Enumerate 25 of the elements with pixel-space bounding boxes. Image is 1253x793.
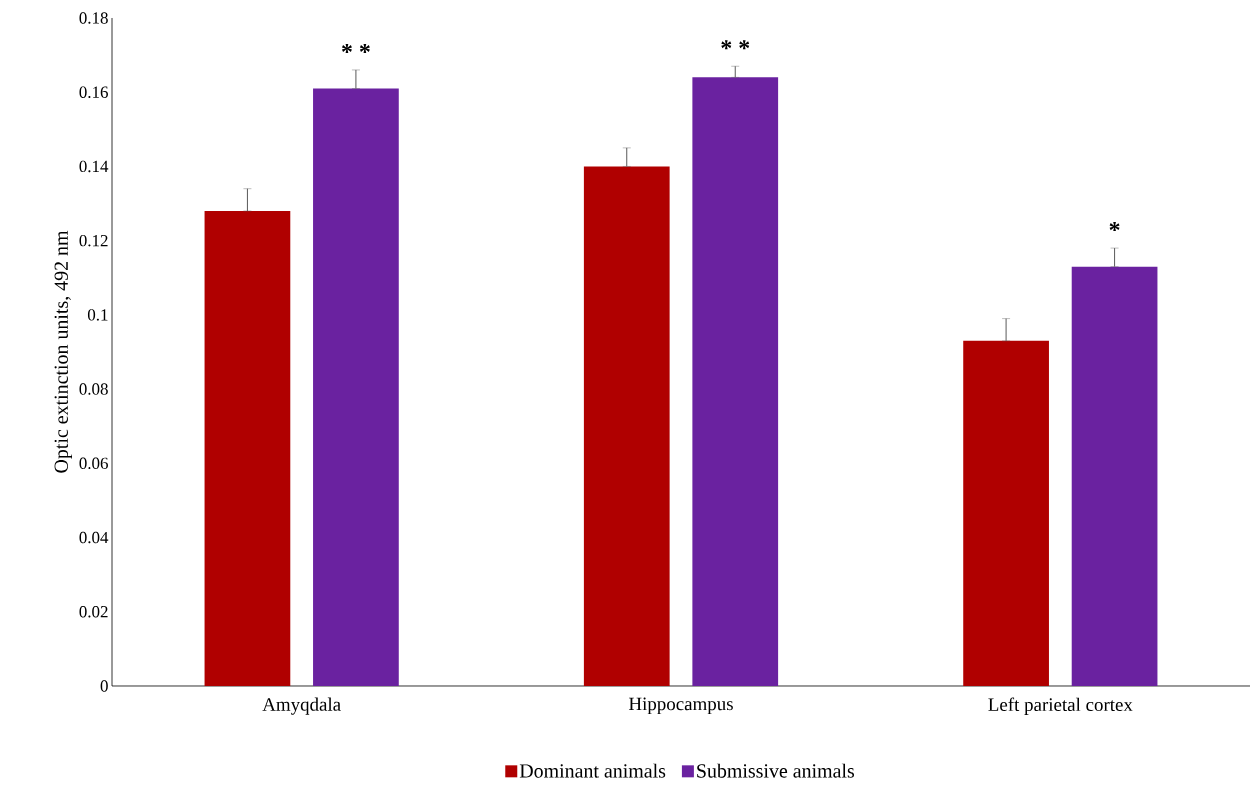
annotation: * * [721,40,750,50]
legend-label: Submissive animals [697,763,855,778]
y-tick-label: 0.12 [79,234,108,247]
x-tick-label: Hippocampus [628,697,733,715]
x-tick-label: Left parietal cortex [988,697,1133,715]
annotation: * [1109,222,1120,232]
x-tick-label: Amyqdala [262,697,341,715]
y-tick-label: 0.08 [79,383,108,395]
y-tick-label: 0.06 [79,457,108,470]
bar [313,88,399,686]
bar [204,210,291,686]
y-axis-title: Optic extinction units, 492 nm [54,230,72,473]
y-tick-label: 0.14 [79,160,109,173]
bar [583,166,670,686]
bar [963,340,1049,686]
y-tick-label: 0.16 [79,86,108,98]
y-tick-label: 0.04 [79,531,109,544]
y-tick-label: 0.18 [79,12,108,24]
y-tick-label: 0.1 [87,309,108,321]
y-tick-label: 0 [100,680,108,692]
bar [1071,266,1158,686]
annotation: * * [341,43,370,53]
legend-label: Dominant animals [519,763,666,778]
y-tick-label: 0.02 [79,606,108,618]
bar [692,77,779,686]
